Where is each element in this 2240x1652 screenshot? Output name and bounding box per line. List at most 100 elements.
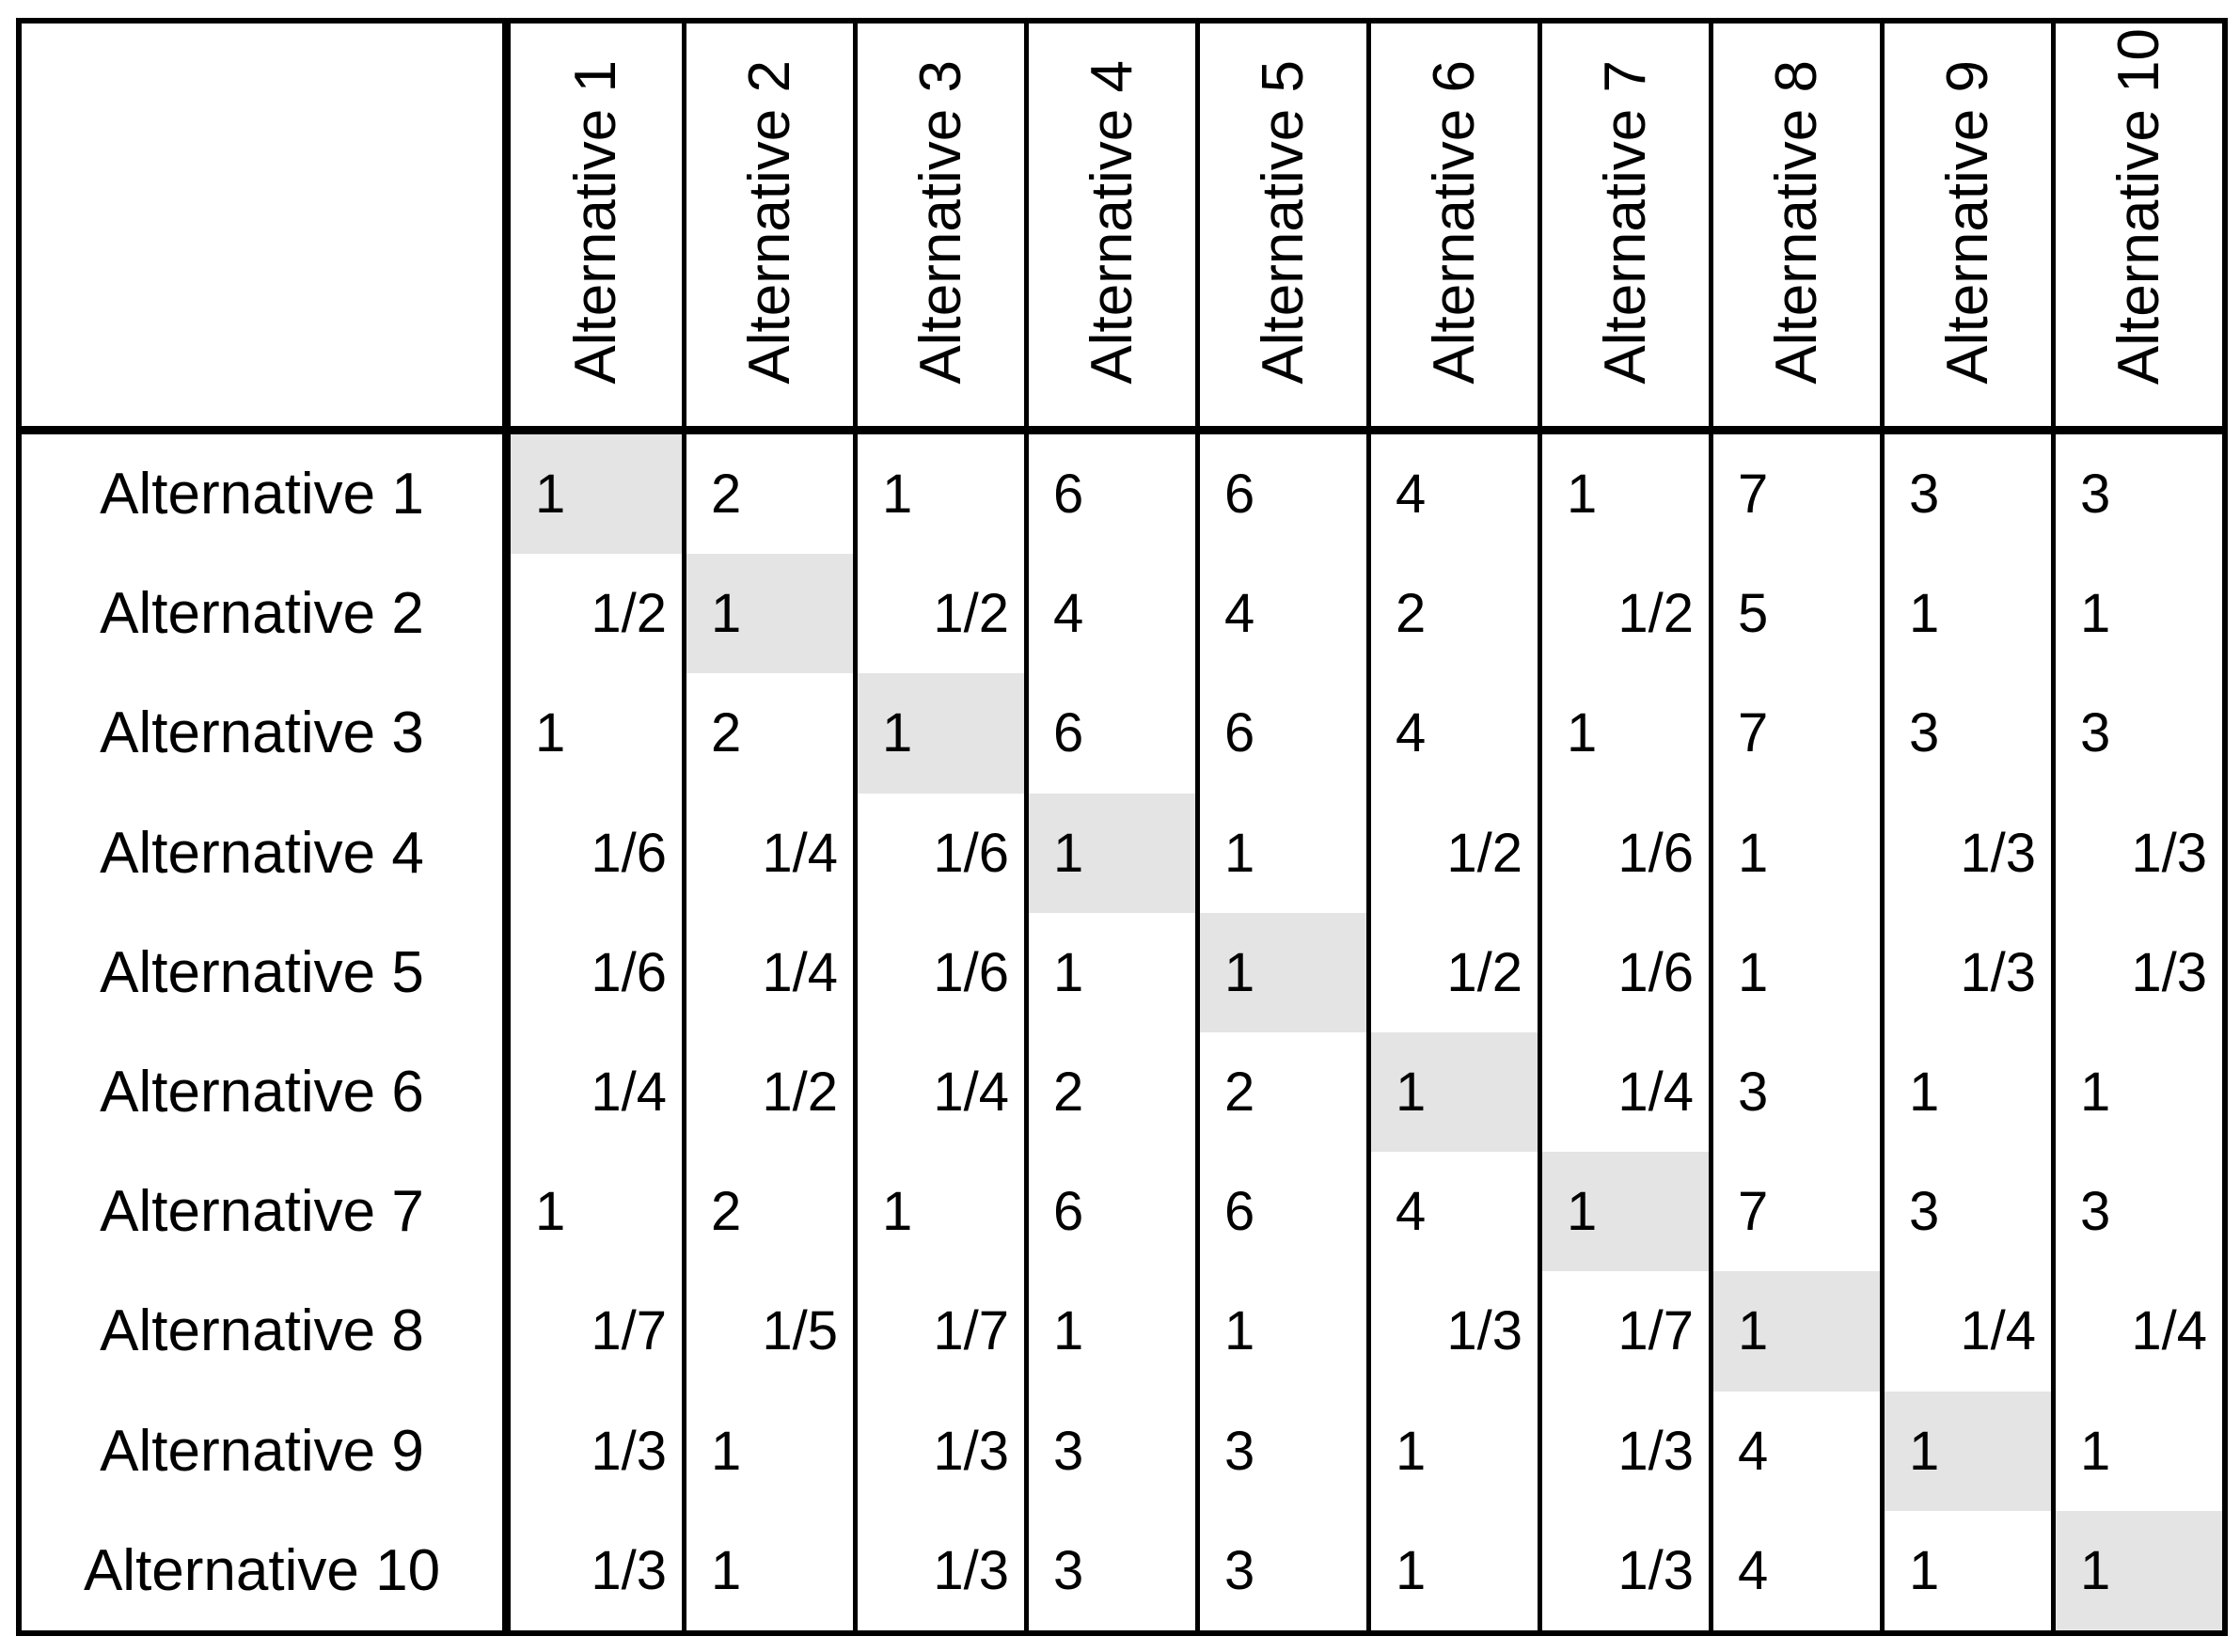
matrix-cell: 1/3 <box>1880 912 2051 1032</box>
matrix-cell: 1/2 <box>1366 912 1538 1032</box>
matrix-cell: 2 <box>682 1152 853 1272</box>
matrix-cell: 1 <box>1709 912 1880 1032</box>
matrix-cell: 7 <box>1709 1152 1880 1272</box>
matrix-cell: 1 <box>2051 1031 2222 1153</box>
row-label: Alternative 1 <box>22 434 511 555</box>
matrix-cell: 6 <box>1024 434 1195 555</box>
matrix-cell: 4 <box>1366 673 1538 794</box>
matrix-cell: 1 <box>535 1181 566 1243</box>
matrix-cell: 4 <box>1195 554 1366 674</box>
column-header: Alternative 6 <box>1366 24 1538 434</box>
matrix-cell: 1/2 <box>1366 793 1538 913</box>
matrix-cell: 1 <box>1880 1510 2051 1630</box>
matrix-cell: 3 <box>1880 434 2051 555</box>
matrix-cell: 4 <box>1366 1152 1538 1272</box>
matrix-cell: 1 <box>1538 434 1709 555</box>
matrix-cell: 2 <box>682 434 853 555</box>
matrix-cell: 1 <box>853 1152 1024 1272</box>
matrix-cell: 1/6 <box>853 912 1024 1032</box>
matrix-cell: 1/3 <box>1538 1510 1709 1630</box>
matrix-cell: 1/3 <box>853 1510 1024 1630</box>
column-header-label: Alternative 5 <box>1250 60 1316 385</box>
matrix-cell: 2 <box>1195 1031 1366 1153</box>
matrix-cell: 1/6 <box>853 793 1024 913</box>
matrix-cell: 1/5 <box>682 1271 853 1392</box>
matrix-cell: 4 <box>1366 434 1538 555</box>
matrix-cell: 1/6 <box>591 941 667 1003</box>
matrix-cell: 1 <box>1024 1271 1195 1392</box>
matrix-cell: 1/3 <box>591 1420 667 1482</box>
matrix-cell: 1/4 <box>1880 1271 2051 1392</box>
matrix-cell: 1/3 <box>1538 1391 1709 1511</box>
matrix-cell: 1 <box>682 1510 853 1630</box>
row-label: Alternative 3 <box>22 673 511 794</box>
corner-cell <box>22 24 511 434</box>
matrix-cell: 7 <box>1709 673 1880 794</box>
matrix-cell: 1 <box>1880 554 2051 674</box>
matrix-cell-diagonal: 1 <box>1709 1271 1880 1392</box>
matrix-cell-diagonal: 1 <box>511 434 682 555</box>
row-label: Alternative 2 <box>22 554 511 674</box>
row-label: Alternative 7 <box>22 1152 511 1272</box>
column-header-label: Alternative 6 <box>1421 60 1487 385</box>
column-header-label: Alternative 4 <box>1079 60 1144 385</box>
column-header: Alternative 2 <box>682 24 853 434</box>
matrix-cell: 1 <box>2051 554 2222 674</box>
matrix-cell: 1/3 <box>1366 1271 1538 1392</box>
matrix-cell: 1/3 <box>2051 793 2222 913</box>
matrix-cell: 6 <box>1024 673 1195 794</box>
matrix-cell: 1/2 <box>853 554 1024 674</box>
matrix-cell: 1 <box>1880 1031 2051 1153</box>
matrix-cell: 1 <box>682 1391 853 1511</box>
column-header: Alternative 10 <box>2051 24 2222 434</box>
column-header-label: Alternative 2 <box>736 60 802 385</box>
matrix-cell: 3 <box>1024 1510 1195 1630</box>
matrix-cell: 6 <box>1195 673 1366 794</box>
matrix-cell: 3 <box>1709 1031 1880 1153</box>
matrix-cell: 1/4 <box>853 1031 1024 1153</box>
row-label: Alternative 10 <box>22 1510 511 1630</box>
matrix-cell: 3 <box>1024 1391 1195 1511</box>
matrix-cell-diagonal: 1 <box>682 554 853 674</box>
matrix-cell: 6 <box>1195 1152 1366 1272</box>
matrix-cell: 1 <box>853 434 1024 555</box>
column-header: Alternative 8 <box>1709 24 1880 434</box>
matrix-cell: 2 <box>1024 1031 1195 1153</box>
column-header-label: Alternative 8 <box>1763 60 1829 385</box>
matrix-cell: 1 <box>1024 912 1195 1032</box>
matrix-cell: 1/4 <box>1538 1031 1709 1153</box>
matrix-cell: 1/4 <box>591 1062 667 1124</box>
column-header-label: Alternative 1 <box>563 60 629 385</box>
column-header: Alternative 9 <box>1880 24 2051 434</box>
column-header-label: Alternative 9 <box>1934 60 2000 385</box>
matrix-cell: 1/3 <box>853 1391 1024 1511</box>
matrix-cell: 3 <box>2051 1152 2222 1272</box>
column-header-label: Alternative 3 <box>907 60 973 385</box>
matrix-cell: 1 <box>1195 793 1366 913</box>
matrix-cell: 4 <box>1709 1510 1880 1630</box>
row-label: Alternative 4 <box>22 793 511 913</box>
matrix-cell: 1/3 <box>1880 793 2051 913</box>
matrix-cell: 1/7 <box>853 1271 1024 1392</box>
row-label: Alternative 8 <box>22 1271 511 1392</box>
column-header: Alternative 7 <box>1538 24 1709 434</box>
matrix-cell: 3 <box>2051 673 2222 794</box>
matrix-cell: 7 <box>1709 434 1880 555</box>
matrix-cell: 1 <box>1366 1510 1538 1630</box>
matrix-cell: 1 <box>535 702 566 764</box>
matrix-cell-diagonal: 1 <box>1880 1391 2051 1511</box>
matrix-cell: 5 <box>1709 554 1880 674</box>
matrix-cell: 1/3 <box>591 1539 667 1601</box>
matrix-cell: 3 <box>1195 1391 1366 1511</box>
matrix-cell: 1 <box>1366 1391 1538 1511</box>
matrix-cell: 2 <box>682 673 853 794</box>
matrix-cell: 2 <box>1366 554 1538 674</box>
column-header: Alternative 5 <box>1195 24 1366 434</box>
matrix-cell: 3 <box>1880 1152 2051 1272</box>
column-header-label: Alternative 10 <box>2106 27 2171 385</box>
matrix-cell-diagonal: 1 <box>1538 1152 1709 1272</box>
matrix-cell-diagonal: 1 <box>1024 793 1195 913</box>
matrix-cell: 1 <box>1538 673 1709 794</box>
matrix-cell: 1/2 <box>682 1031 853 1153</box>
column-header: Alternative 3 <box>853 24 1024 434</box>
